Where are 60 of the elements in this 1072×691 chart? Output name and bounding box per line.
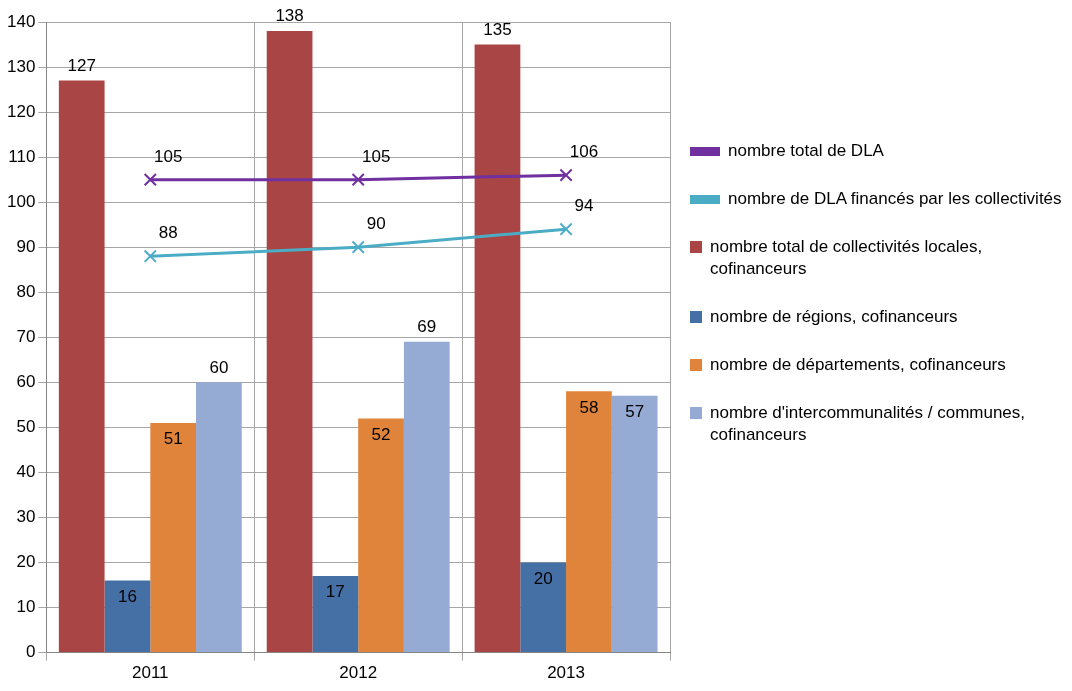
data-label: 60 (209, 357, 229, 377)
y-tick-label: 30 (16, 507, 36, 527)
y-tick-label: 70 (16, 326, 36, 346)
bar (566, 391, 612, 653)
legend-label: nombre de départements, cofinanceurs (710, 354, 1006, 376)
y-tick-label: 40 (16, 462, 36, 482)
point (143, 172, 157, 187)
y-tick-label: 110 (8, 146, 36, 166)
x-tick-label: 2012 (339, 663, 378, 683)
data-label: 20 (533, 568, 553, 588)
data-label: 127 (67, 55, 96, 75)
data-label: 105 (361, 146, 391, 166)
data-label: 58 (579, 397, 599, 417)
bar (358, 418, 404, 653)
bar (474, 44, 521, 653)
y-tick-label: 80 (16, 281, 36, 301)
point (351, 172, 365, 187)
y-tick-label: 10 (16, 597, 36, 617)
data-label: 17 (325, 582, 345, 602)
y-tick-label: 50 (16, 417, 36, 437)
legend-label: nombre total de DLA (728, 140, 884, 162)
bar (520, 562, 567, 653)
data-label: 106 (569, 142, 599, 162)
x-tick-label: 2013 (547, 663, 585, 683)
point (559, 222, 573, 236)
point (143, 249, 157, 263)
data-label: 90 (366, 214, 386, 234)
legend-label: nombre de DLA financés par les collectivités (728, 188, 1062, 210)
bar (104, 580, 151, 653)
bar (150, 422, 197, 653)
data-label: 94 (574, 196, 594, 216)
bar (611, 395, 658, 653)
data-label: 105 (154, 146, 183, 166)
data-label: 69 (417, 316, 437, 336)
data-label: 16 (117, 586, 137, 606)
y-tick-label: 60 (16, 372, 36, 392)
point (559, 168, 573, 182)
bar (403, 341, 450, 653)
y-tick-label: 20 (16, 552, 36, 572)
y-tick-label: 100 (6, 191, 36, 211)
x-tick-label: 2011 (132, 663, 169, 683)
data-label: 51 (163, 429, 183, 449)
point (351, 240, 365, 254)
bar (196, 382, 242, 653)
y-tick-label: 0 (25, 642, 36, 662)
legend-label: nombre total de collectivités locales, cofinanceurs (710, 236, 984, 280)
y-tick-label: 120 (6, 101, 36, 121)
data-label: 52 (371, 424, 391, 444)
bar (266, 31, 313, 653)
bar (312, 576, 359, 653)
legend-label: nombre de régions, cofinanceurs (710, 306, 958, 328)
data-label: 135 (483, 19, 512, 39)
legend-label: nombre d'intercommunalités / communes, cofinanceurs (710, 402, 1027, 446)
data-label: 88 (158, 223, 178, 243)
data-label: 138 (275, 6, 304, 26)
data-label: 57 (625, 402, 645, 422)
bar (58, 80, 105, 653)
y-tick-label: 140 (6, 11, 36, 31)
y-tick-label: 130 (6, 56, 36, 76)
y-tick-label: 90 (16, 236, 36, 256)
